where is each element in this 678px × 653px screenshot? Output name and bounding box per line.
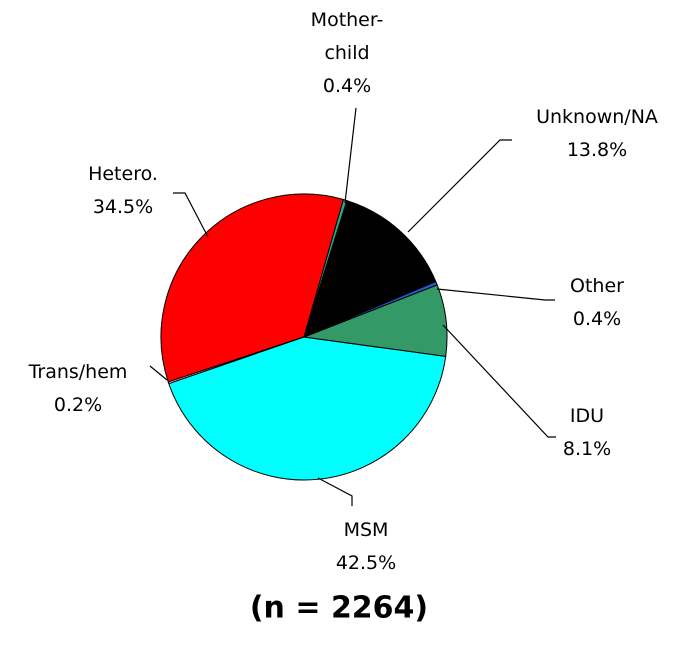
pie-slice [168, 336, 447, 481]
slice-label: Trans/hem 0.2% [0, 356, 163, 422]
slice-label: IDU 8.1% [502, 400, 672, 466]
category-label: IDU [569, 405, 605, 427]
slice-label: Unknown/NA 13.8% [512, 101, 678, 167]
category-label: MSM [343, 519, 389, 541]
category-label: Other [570, 275, 624, 297]
category-label: Trans/hem [28, 361, 128, 383]
category-label: Hetero. [88, 163, 158, 185]
leader-line [149, 365, 168, 381]
pie-slice [303, 199, 437, 338]
slice-label: Other 0.4% [512, 270, 678, 336]
leader-line [344, 107, 357, 204]
leader-line [407, 139, 512, 233]
category-label: Mother-child [310, 9, 384, 64]
leader-line [317, 477, 353, 506]
slice-label: MSM 42.5% [281, 514, 451, 580]
value-label: 34.5% [92, 196, 154, 218]
slice-label: Mother-child 0.4% [302, 4, 392, 103]
value-label: 0.4% [572, 308, 622, 330]
value-label: 8.1% [562, 438, 612, 460]
value-label: 0.4% [322, 75, 372, 97]
leader-line [442, 324, 556, 438]
slice-label: Hetero. 34.5% [38, 158, 208, 224]
leader-lines [149, 107, 556, 506]
category-label: Unknown/NA [536, 106, 658, 128]
value-label: 13.8% [566, 139, 628, 161]
leader-line [173, 192, 209, 238]
leader-line [436, 288, 555, 301]
value-label: 0.2% [53, 394, 103, 416]
pie-slice [160, 193, 345, 383]
sample-size: (n = 2264) [249, 590, 429, 626]
value-label: 42.5% [335, 552, 397, 574]
